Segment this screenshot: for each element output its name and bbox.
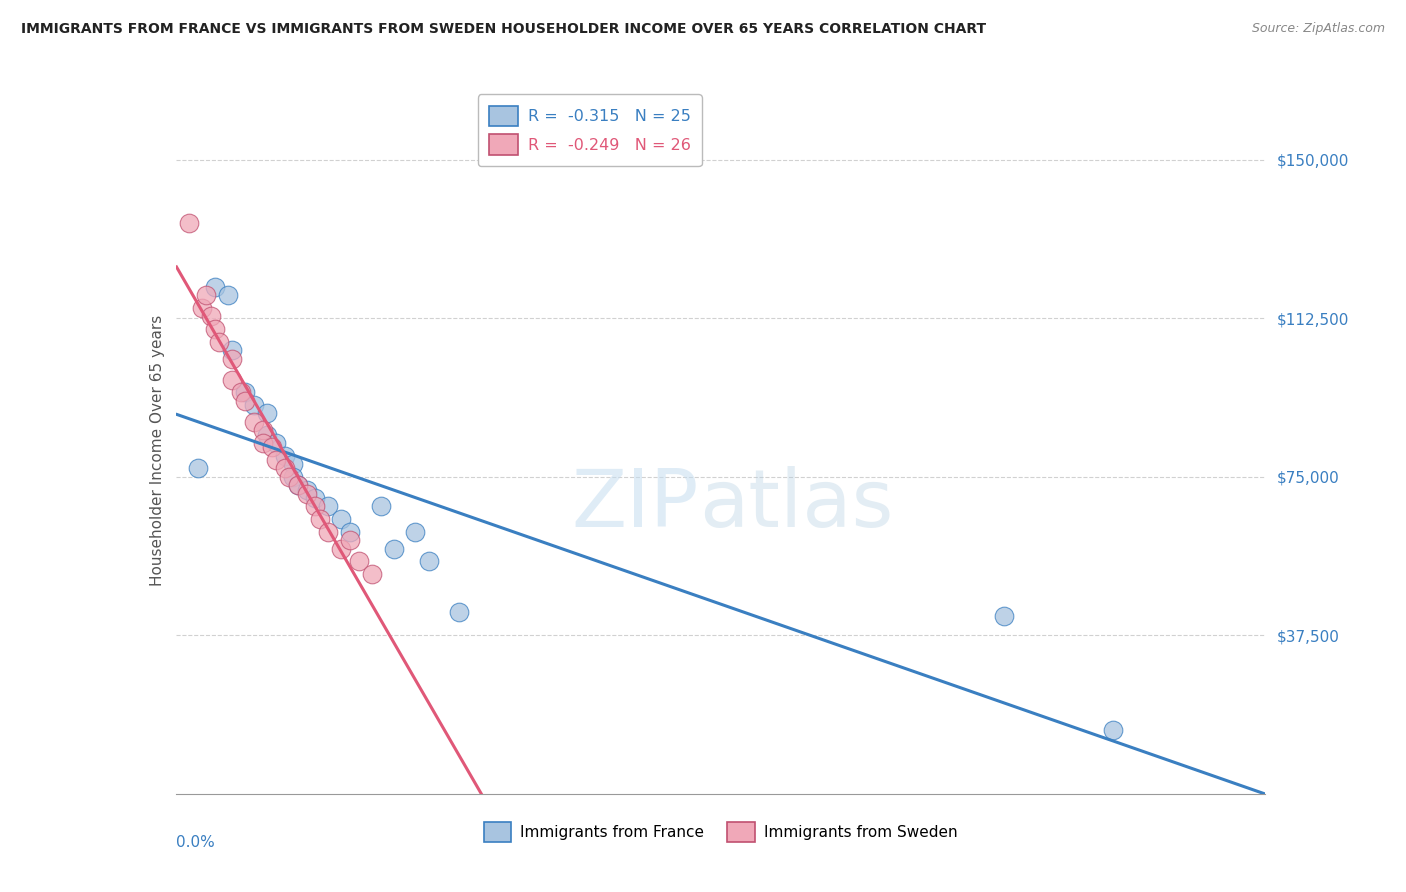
Text: atlas: atlas (699, 467, 893, 544)
Point (264, 453, 287, 467)
Point (283, 470, 305, 484)
Point (339, 524, 361, 539)
Point (235, 393, 257, 408)
Point (283, 457, 305, 471)
Point (278, 470, 301, 484)
Legend: Immigrants from France, Immigrants from Sweden: Immigrants from France, Immigrants from … (478, 816, 963, 848)
Point (304, 500, 326, 514)
Point (360, 567, 382, 582)
Point (295, 487, 318, 501)
Point (308, 512, 330, 526)
Point (274, 449, 297, 463)
Point (252, 436, 274, 450)
Point (221, 351, 243, 366)
Point (370, 500, 392, 514)
Point (208, 334, 231, 349)
Point (447, 605, 470, 619)
Text: ZIP: ZIP (571, 467, 699, 544)
Text: 0.0%: 0.0% (176, 835, 215, 850)
Point (256, 427, 278, 442)
Point (260, 440, 283, 454)
Point (221, 343, 243, 357)
Point (304, 491, 326, 505)
Text: IMMIGRANTS FROM FRANCE VS IMMIGRANTS FROM SWEDEN HOUSEHOLDER INCOME OVER 65 YEAR: IMMIGRANTS FROM FRANCE VS IMMIGRANTS FRO… (21, 22, 986, 37)
Point (204, 322, 226, 336)
Point (330, 512, 353, 526)
Point (177, 216, 200, 230)
Point (243, 415, 266, 429)
Point (204, 279, 226, 293)
Point (252, 423, 274, 437)
Point (195, 288, 218, 302)
Point (256, 407, 278, 421)
Point (418, 554, 440, 568)
Point (287, 478, 309, 492)
Point (235, 385, 257, 400)
Point (339, 533, 361, 548)
Point (993, 609, 1015, 624)
Point (186, 461, 209, 475)
Point (231, 385, 253, 400)
Point (200, 310, 222, 324)
Point (405, 524, 427, 539)
Point (243, 398, 266, 412)
Point (217, 288, 239, 302)
Point (274, 461, 297, 475)
Point (318, 524, 340, 539)
Point (264, 436, 287, 450)
Point (295, 483, 318, 497)
Point (347, 554, 370, 568)
Point (221, 373, 243, 387)
Point (330, 541, 353, 556)
Y-axis label: Householder Income Over 65 years: Householder Income Over 65 years (149, 315, 165, 586)
Point (1102, 723, 1125, 738)
Text: Source: ZipAtlas.com: Source: ZipAtlas.com (1251, 22, 1385, 36)
Point (318, 500, 340, 514)
Point (191, 301, 214, 315)
Point (287, 478, 309, 492)
Point (382, 541, 405, 556)
